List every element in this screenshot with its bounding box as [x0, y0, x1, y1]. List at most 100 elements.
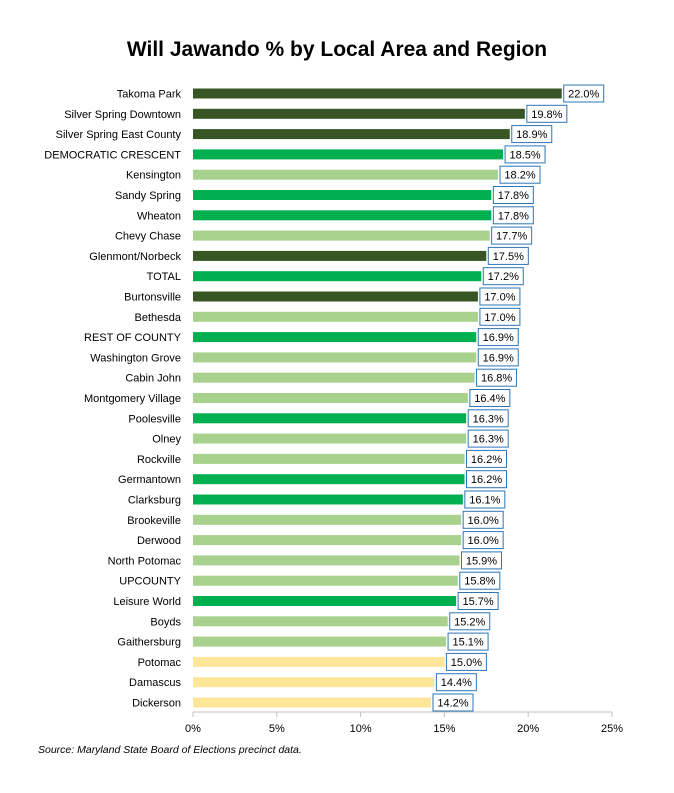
bar — [193, 210, 492, 221]
category-label: TOTAL — [147, 271, 181, 283]
category-label: UPCOUNTY — [119, 576, 181, 588]
data-label: 16.9% — [483, 352, 514, 364]
category-label: Washington Grove — [90, 352, 181, 364]
data-label-box — [449, 612, 491, 631]
data-label: 19.8% — [531, 109, 562, 121]
data-label: 14.4% — [441, 677, 472, 689]
data-label: 16.0% — [468, 535, 499, 547]
data-label: 18.9% — [516, 129, 547, 141]
x-tick-label: 10% — [350, 723, 372, 735]
data-label-box — [476, 368, 518, 387]
category-label: Cabin John — [125, 373, 181, 385]
data-label-box — [477, 328, 519, 347]
x-axis: 0% 5% 10% 15% 20% 25% — [185, 711, 623, 735]
data-label-box — [511, 125, 553, 144]
data-label: 17.0% — [484, 312, 515, 324]
data-label-box — [447, 632, 489, 651]
category-label: Potomac — [138, 657, 182, 669]
data-label: 16.8% — [481, 373, 512, 385]
category-label: Kensington — [126, 170, 181, 182]
category-label: Germantown — [118, 474, 181, 486]
category-label: Silver Spring East County — [56, 129, 182, 141]
data-label-box — [467, 429, 509, 448]
data-label-box — [469, 389, 511, 407]
data-label-box — [457, 592, 499, 610]
data-label: 17.8% — [498, 210, 529, 222]
bar — [193, 332, 477, 343]
bar — [193, 433, 467, 444]
data-label: 16.3% — [473, 434, 504, 446]
data-label: 16.2% — [471, 454, 502, 466]
data-label: 18.2% — [504, 170, 535, 182]
bar — [193, 108, 525, 119]
data-label-box — [482, 267, 524, 286]
bar — [193, 352, 477, 363]
data-label: 16.3% — [473, 413, 504, 425]
category-label: Dickerson — [132, 698, 181, 710]
bar — [193, 271, 482, 282]
bar — [193, 656, 445, 667]
chart-title: Will Jawando % by Local Area and Region — [126, 38, 548, 61]
data-label-box — [466, 449, 508, 468]
data-label: 15.8% — [464, 576, 495, 588]
category-label: Chevy Chase — [115, 231, 181, 243]
category-label: Glenmont/Norbeck — [89, 251, 181, 263]
data-label-box — [467, 409, 509, 428]
x-tick-label: 0% — [185, 723, 201, 735]
data-label: 17.0% — [484, 292, 515, 304]
bar — [193, 88, 562, 99]
category-label: Bethesda — [135, 312, 182, 324]
category-label: REST OF COUNTY — [84, 332, 182, 344]
category-labels: Takoma Park Silver Spring Downtown Silver … — [44, 89, 182, 710]
bar — [193, 616, 448, 627]
bar — [193, 372, 475, 383]
data-label: 15.1% — [452, 637, 483, 649]
bar — [193, 677, 435, 688]
bars-layer — [193, 88, 562, 708]
data-label-box — [479, 287, 521, 306]
data-label-box — [462, 510, 504, 529]
data-label-box — [445, 652, 487, 671]
data-label-box — [563, 84, 605, 103]
category-label: North Potomac — [108, 555, 182, 567]
data-label: 17.8% — [498, 190, 529, 202]
bar — [193, 250, 487, 261]
data-label: 17.7% — [496, 231, 527, 243]
data-label-box — [487, 246, 529, 265]
data-label-box — [466, 470, 508, 489]
bar — [193, 311, 478, 322]
data-label-box — [432, 693, 474, 712]
bar — [193, 393, 468, 403]
category-label: Gaithersburg — [117, 637, 181, 649]
data-label: 15.9% — [466, 555, 497, 567]
data-label: 17.2% — [488, 271, 519, 283]
data-label-box — [491, 226, 533, 245]
category-label: Rockville — [137, 454, 181, 466]
category-label: Olney — [152, 434, 181, 446]
data-label-box — [492, 186, 534, 204]
bar — [193, 636, 447, 647]
bar — [193, 291, 478, 302]
data-label: 16.1% — [469, 495, 500, 507]
category-label: Silver Spring Downtown — [64, 109, 181, 121]
category-label: Poolesville — [128, 413, 181, 425]
source-note: Source: Maryland State Board of Election… — [38, 744, 302, 756]
data-labels: 22.0% 19.8% 18.9% 18.5% 18.2% 17.8% 17.8% 17.7%… — [432, 84, 605, 712]
data-label: 16.2% — [471, 474, 502, 486]
bar — [193, 149, 504, 160]
data-label-box — [479, 307, 521, 326]
data-label-box — [464, 490, 506, 509]
category-label: Leisure World — [113, 596, 181, 608]
category-label: Boyds — [150, 616, 181, 628]
bar — [193, 535, 462, 546]
x-tick-label: 5% — [269, 723, 285, 735]
bar — [193, 514, 462, 525]
bar — [193, 453, 465, 464]
data-label: 16.0% — [468, 515, 499, 527]
category-label: Derwood — [137, 535, 181, 547]
data-label: 17.5% — [493, 251, 524, 263]
data-label: 15.0% — [451, 657, 482, 669]
data-label: 15.7% — [463, 596, 494, 608]
bar — [193, 230, 490, 241]
